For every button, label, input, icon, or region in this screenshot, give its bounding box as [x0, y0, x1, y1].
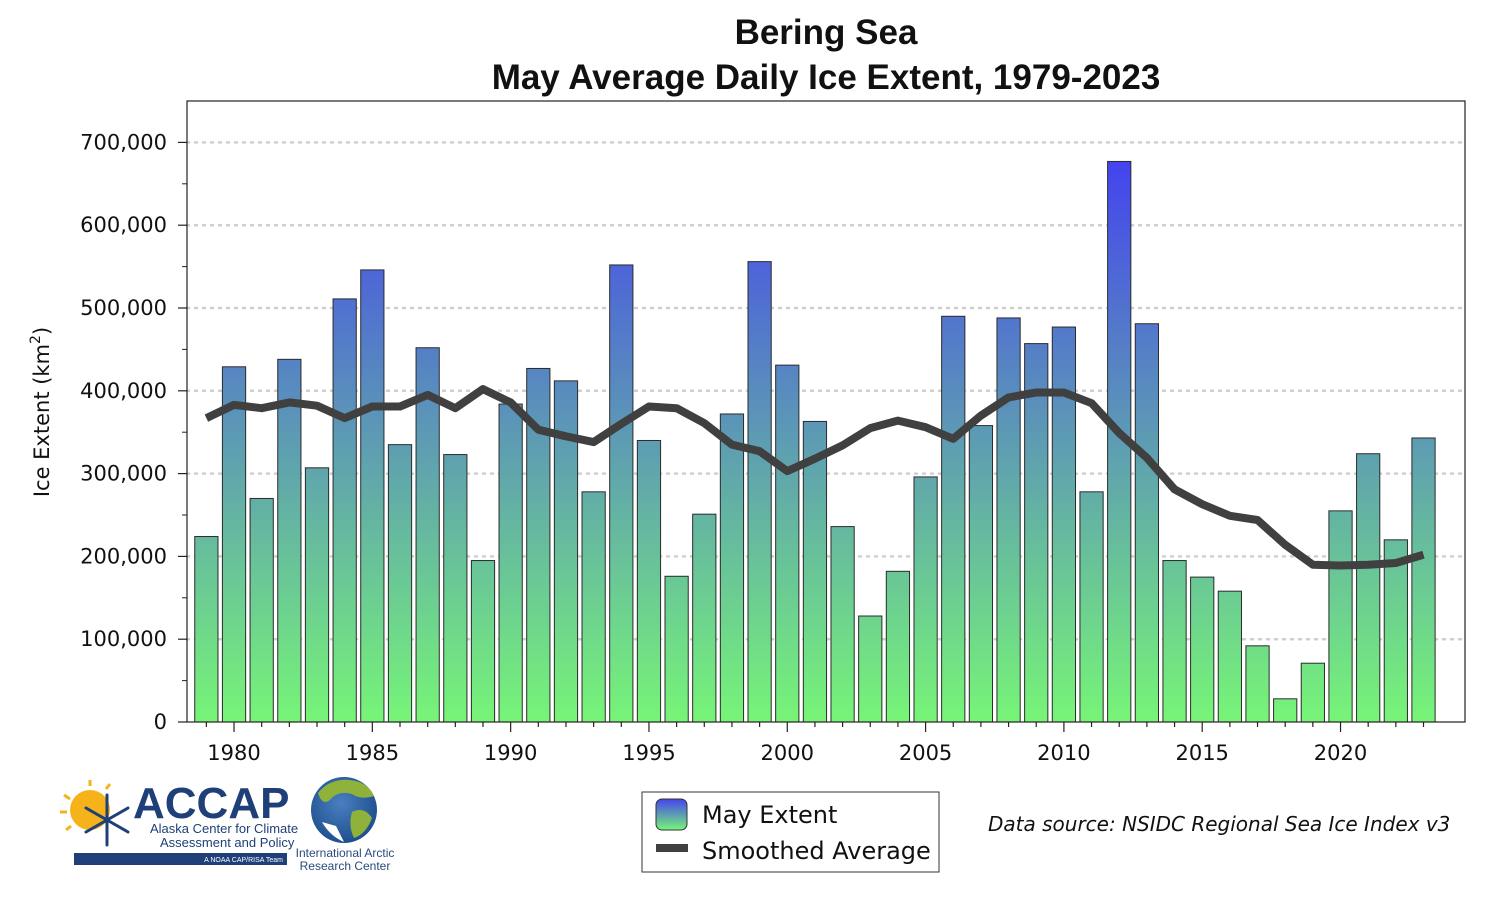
- bar: [1162, 560, 1187, 723]
- chart-title: Bering Sea: [735, 13, 918, 52]
- legend-box: [641, 791, 940, 873]
- accap-name: ACCAP: [133, 779, 289, 828]
- bar: [304, 467, 330, 723]
- x-tick-label: 2015: [1175, 741, 1228, 765]
- bar: [968, 425, 994, 723]
- legend-label-smoothed: Smoothed Average: [702, 837, 931, 865]
- bar: [581, 491, 606, 723]
- legend-label-extent: May Extent: [702, 801, 837, 829]
- legend-swatch-bar: [655, 798, 688, 831]
- bar: [609, 264, 634, 723]
- accap-tagline: A NOAA CAP/RISA Team: [204, 857, 283, 864]
- x-tick-label: 2020: [1314, 741, 1367, 765]
- bar: [996, 317, 1021, 723]
- bar: [1024, 343, 1049, 723]
- bar: [941, 315, 966, 723]
- bar: [692, 513, 717, 723]
- y-tick-label: 700,000: [80, 130, 167, 154]
- iarc-logo: International Arctic Research Center: [296, 777, 395, 873]
- y-tick-label: 600,000: [80, 213, 167, 237]
- bar: [194, 536, 219, 723]
- bar: [1411, 437, 1436, 723]
- y-tick-label: 400,000: [80, 379, 167, 403]
- iarc-line2: Research Center: [300, 859, 391, 873]
- sun-snowflake-icon: [60, 780, 130, 847]
- bar: [498, 403, 523, 723]
- bar: [387, 444, 413, 723]
- bar: [1356, 453, 1381, 723]
- bar: [1328, 510, 1353, 723]
- iarc-line1: International Arctic: [296, 846, 395, 860]
- bar: [719, 413, 745, 723]
- bar: [1273, 698, 1298, 723]
- bar: [1079, 491, 1104, 723]
- bar: [1190, 576, 1215, 723]
- bar: [747, 261, 772, 723]
- bar: [1217, 590, 1242, 723]
- legend: May Extent Smoothed Average: [641, 791, 940, 873]
- bar: [858, 615, 883, 723]
- y-tick-label: 100,000: [80, 627, 167, 651]
- bar: [664, 575, 689, 723]
- bar: [636, 439, 662, 723]
- chart-subtitle: May Average Daily Ice Extent, 1979-2023: [492, 58, 1161, 97]
- bar: [443, 454, 468, 723]
- bar: [830, 526, 855, 723]
- x-tick-label: 1980: [207, 741, 260, 765]
- x-axis: 1980 1985 1990 1995 2000 2005 2010 2015 2020: [205, 722, 1425, 765]
- bar: [1051, 326, 1077, 723]
- x-tick-label: 1995: [622, 741, 675, 765]
- y-tick-label: 300,000: [80, 462, 167, 486]
- x-tick-label: 1990: [484, 741, 537, 765]
- y-tick-label: 500,000: [80, 296, 167, 320]
- y-tick-label: 0: [154, 710, 167, 734]
- bar: [885, 570, 911, 723]
- bar: [332, 298, 357, 723]
- accap-line1: Alaska Center for Climate: [150, 821, 298, 836]
- globe-icon: [311, 777, 377, 843]
- x-tick-label: 2005: [899, 741, 952, 765]
- x-tick-label: 2010: [1037, 741, 1090, 765]
- y-axis-label: Ice Extent (km2): [28, 327, 54, 497]
- bar: [221, 366, 247, 723]
- bar: [277, 358, 302, 723]
- bar: [1300, 662, 1325, 723]
- bar: [913, 476, 938, 723]
- bar: [775, 364, 800, 723]
- y-axis: 0 100,000 200,000 300,000 400,000 500,000 600,…: [80, 130, 187, 734]
- plot-frame: [186, 100, 1466, 723]
- bars: [194, 160, 1436, 723]
- bar: [415, 347, 440, 723]
- bar: [1245, 645, 1270, 723]
- accap-logo: ACCAP Alaska Center for Climate Assessme…: [60, 779, 298, 865]
- bar: [360, 269, 385, 723]
- bar: [1134, 323, 1160, 723]
- bar: [249, 497, 274, 723]
- smoothed-average-line: [204, 385, 1425, 570]
- bar: [470, 560, 496, 723]
- x-tick-label: 2000: [761, 741, 814, 765]
- y-tick-label: 200,000: [80, 544, 167, 568]
- data-source-note: Data source: NSIDC Regional Sea Ice Inde…: [988, 812, 1450, 836]
- accap-line2: Assessment and Policy: [160, 835, 295, 850]
- x-tick-label: 1985: [346, 741, 399, 765]
- smoothed-line: [204, 385, 1425, 570]
